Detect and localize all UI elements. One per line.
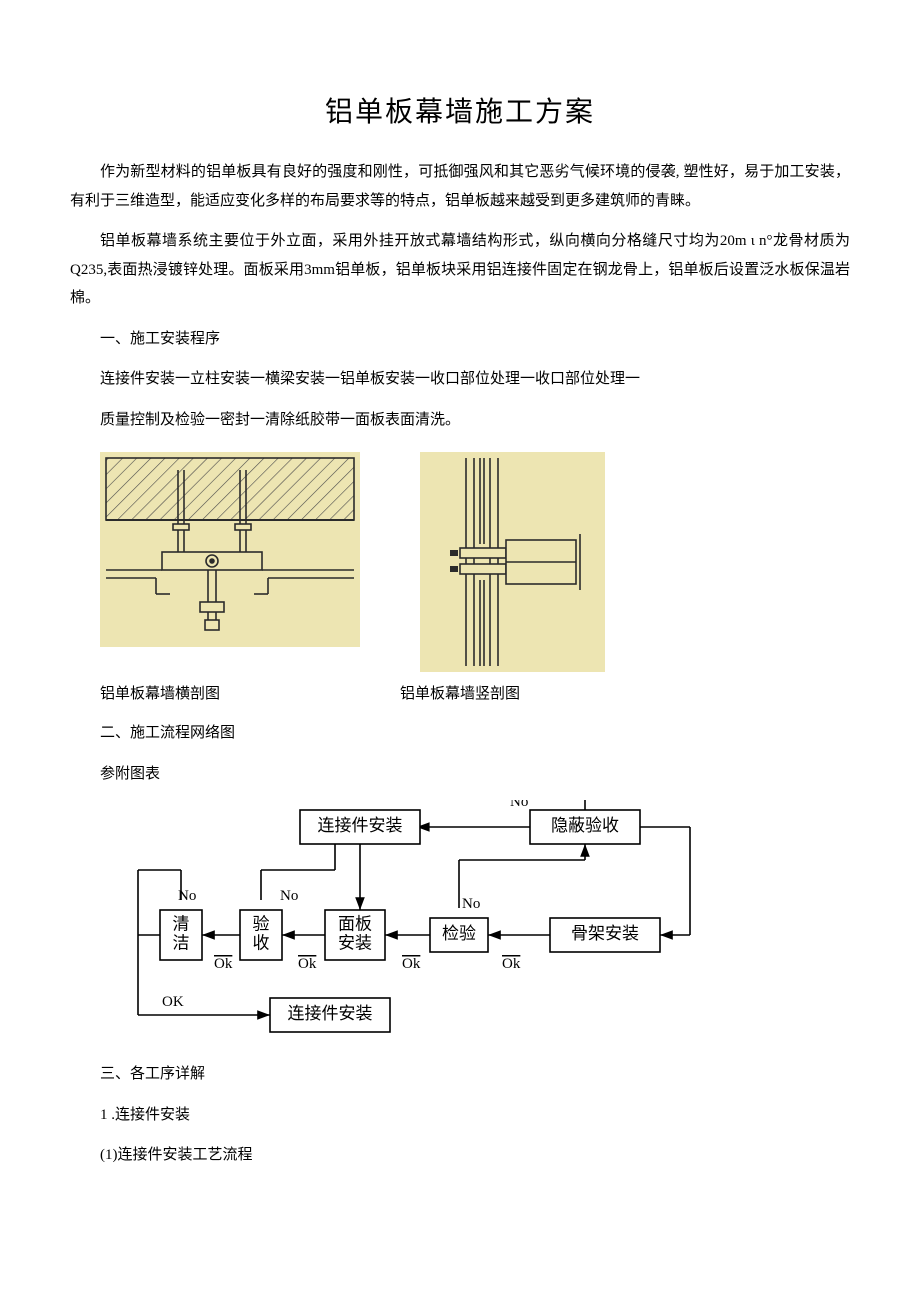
- flowchart-wrap: 连接件安装隐蔽验收清洁验收面板安装检验骨架安装连接件安装NoNoNoNoOkOk…: [130, 800, 850, 1040]
- svg-text:验: 验: [253, 914, 270, 933]
- svg-text:隐蔽验收: 隐蔽验收: [551, 816, 619, 835]
- paragraph-intro-2: 铝单板幕墙系统主要位于外立面，采用外挂开放式幕墙结构形式，纵向横向分格缝尺寸均为…: [70, 227, 850, 313]
- svg-text:Ok: Ok: [214, 956, 233, 972]
- horizontal-section-svg: [100, 452, 360, 647]
- svg-text:骨架安装: 骨架安装: [571, 924, 639, 943]
- svg-text:Ok: Ok: [402, 956, 421, 972]
- figure-vertical-section: [420, 452, 605, 672]
- doc-title: 铝单板幕墙施工方案: [70, 90, 850, 130]
- paragraph-step-1-1: (1)连接件安装工艺流程: [100, 1141, 850, 1170]
- flowchart-svg: 连接件安装隐蔽验收清洁验收面板安装检验骨架安装连接件安装NoNoNoNoOkOk…: [130, 800, 730, 1035]
- paragraph-proc-1: 连接件安装一立柱安装一横梁安装一铝单板安装一收口部位处理一收口部位处理一: [70, 365, 850, 394]
- paragraph-see-attached: 参附图表: [100, 760, 850, 789]
- svg-text:清: 清: [173, 914, 190, 933]
- svg-text:Ok: Ok: [298, 956, 317, 972]
- svg-text:安装: 安装: [338, 933, 372, 952]
- svg-text:面板: 面板: [338, 914, 372, 933]
- caption-vertical: 铝单板幕墙竖剖图: [400, 682, 700, 703]
- svg-text:No: No: [462, 896, 480, 912]
- caption-horizontal: 铝单板幕墙横剖图: [100, 682, 400, 703]
- svg-text:No: No: [510, 800, 528, 810]
- heading-section-1: 一、施工安装程序: [70, 325, 850, 354]
- svg-text:Ok: Ok: [502, 956, 521, 972]
- document-page: 铝单板幕墙施工方案 作为新型材料的铝单板具有良好的强度和刚性，可抵御强风和其它恶…: [0, 0, 920, 1242]
- figure-horizontal-section: [100, 452, 360, 647]
- figure-row: [100, 452, 850, 672]
- paragraph-proc-2: 质量控制及检验一密封一清除纸胶带一面板表面清洗。: [70, 406, 850, 435]
- svg-text:洁: 洁: [173, 933, 190, 952]
- paragraph-intro-1: 作为新型材料的铝单板具有良好的强度和刚性，可抵御强风和其它恶劣气候环境的侵袭, …: [70, 158, 850, 215]
- svg-text:连接件安装: 连接件安装: [288, 1004, 373, 1023]
- svg-text:No: No: [280, 888, 298, 904]
- svg-text:连接件安装: 连接件安装: [318, 816, 403, 835]
- svg-text:No: No: [178, 888, 196, 904]
- heading-section-2: 二、施工流程网络图: [100, 719, 850, 748]
- paragraph-step-1: 1 .连接件安装: [100, 1101, 850, 1130]
- svg-text:收: 收: [253, 933, 270, 952]
- svg-text:检验: 检验: [442, 924, 476, 943]
- figure-caption-row: 铝单板幕墙横剖图 铝单板幕墙竖剖图: [100, 682, 850, 703]
- svg-text:OK: OK: [162, 994, 184, 1010]
- heading-section-3: 三、各工序详解: [100, 1060, 850, 1089]
- vertical-section-svg: [420, 452, 605, 672]
